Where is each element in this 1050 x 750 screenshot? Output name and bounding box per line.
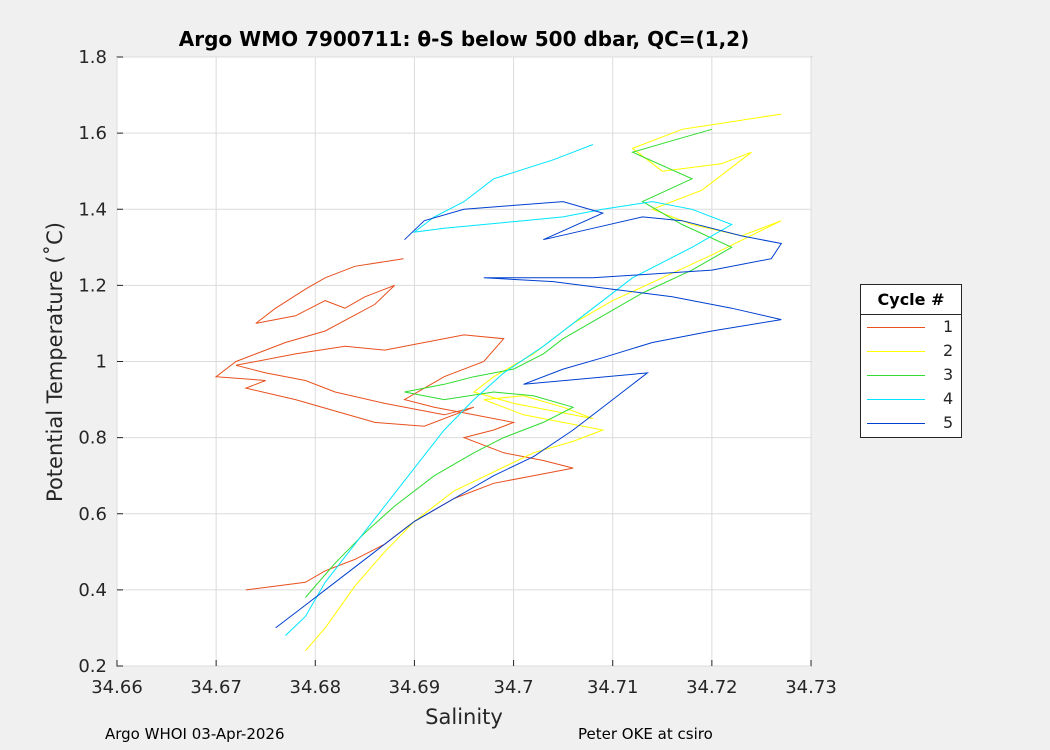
y-tick-label: 0.2 [78, 656, 107, 677]
y-tick-label: 1 [96, 352, 107, 373]
legend-swatch [867, 375, 925, 376]
x-tick-label: 34.72 [686, 677, 738, 698]
series-group [214, 113, 783, 652]
y-tick-label: 1.8 [78, 47, 107, 68]
legend-label: 5 [943, 413, 954, 432]
legend-label: 4 [943, 389, 954, 408]
footer-right-text: Peter OKE at csiro [578, 725, 713, 743]
legend-label: 2 [943, 341, 954, 360]
x-tick-label: 34.66 [91, 677, 143, 698]
x-tick-label: 34.73 [785, 677, 837, 698]
chart-title: Argo WMO 7900711: θ-S below 500 dbar, QC… [179, 27, 749, 51]
x-axis-label: Salinity [425, 705, 503, 729]
series-4-line [285, 144, 733, 636]
x-tick-label: 34.71 [587, 677, 639, 698]
footer-left-text: Argo WHOI 03-Apr-2026 [105, 725, 285, 743]
y-tick-label: 0.4 [78, 580, 107, 601]
legend-item: 4 [861, 387, 961, 411]
x-tick-label: 34.69 [389, 677, 441, 698]
grid-lines [116, 56, 812, 667]
x-tick-label: 34.7 [494, 677, 534, 698]
series-5-line [275, 201, 783, 629]
y-tick-label: 1.4 [78, 199, 107, 220]
legend-entries: 1 2 3 4 5 [861, 315, 961, 435]
legend-item: 1 [861, 315, 961, 339]
legend-title: Cycle # [861, 285, 961, 315]
series-3-line [305, 128, 733, 598]
legend-item: 2 [861, 339, 961, 363]
y-tick-label: 0.6 [78, 504, 107, 525]
legend-swatch [867, 351, 925, 352]
legend-item: 3 [861, 363, 961, 387]
legend-item: 5 [861, 411, 961, 435]
legend: Cycle # 1 2 3 4 5 [860, 284, 962, 438]
x-tick-label: 34.67 [190, 677, 242, 698]
legend-label: 1 [943, 317, 954, 336]
legend-label: 3 [943, 365, 954, 384]
legend-swatch [867, 327, 925, 328]
x-tick-label: 34.68 [290, 677, 342, 698]
y-tick-label: 0.8 [78, 428, 107, 449]
axis-ticks: 34.66 34.67 34.68 34.69 34.7 34.71 34.72 34.73 0… [78, 47, 836, 698]
y-tick-label: 1.2 [78, 275, 107, 296]
legend-swatch [867, 399, 925, 400]
y-tick-label: 1.6 [78, 123, 107, 144]
series-1-line [214, 258, 574, 591]
legend-swatch [867, 423, 925, 424]
y-axis-label: Potential Temperature (˚C) [43, 222, 67, 502]
series-2-line [305, 113, 782, 652]
